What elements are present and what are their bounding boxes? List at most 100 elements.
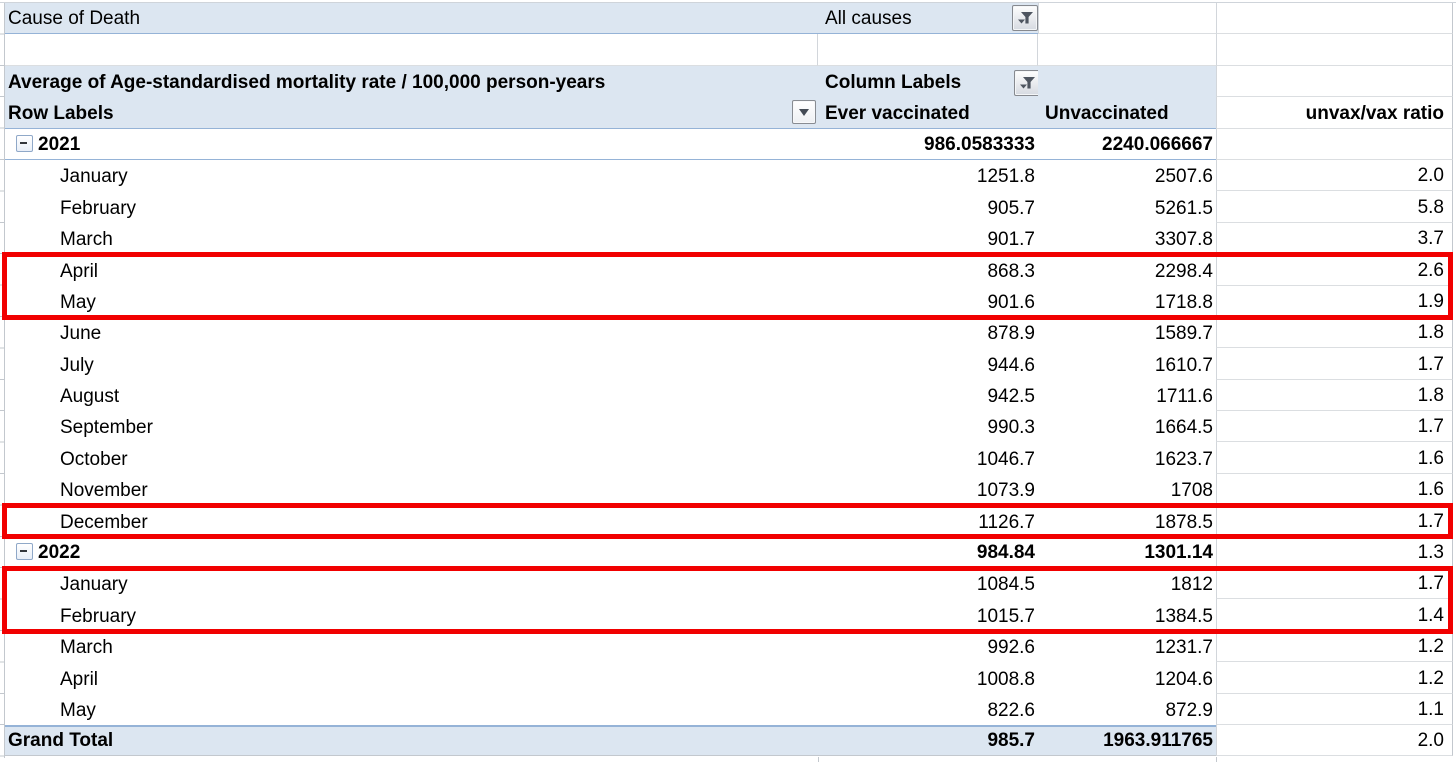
row-labels-header-cell[interactable]: Row Labels: [5, 97, 818, 129]
ratio-value-cell[interactable]: 1.2: [1216, 662, 1453, 694]
empty-cell[interactable]: [818, 34, 1038, 66]
column-labels-filter-button[interactable]: [1014, 69, 1038, 96]
filter-field-cell[interactable]: Cause of Death: [5, 3, 818, 35]
vax-value-cell[interactable]: 905.7: [987, 197, 1035, 219]
unvax-value-cell[interactable]: 1204.6: [1154, 668, 1213, 690]
ratio-value-cell[interactable]: 1.9: [1216, 285, 1453, 317]
ratio-value-cell[interactable]: 1.6: [1216, 442, 1453, 474]
row-label-cell[interactable]: January: [5, 568, 818, 599]
row-label-cell[interactable]: February: [5, 191, 818, 222]
ratio-value-cell[interactable]: 1.8: [1216, 316, 1453, 349]
row-label-cell[interactable]: February: [5, 599, 818, 630]
vax-value-cell[interactable]: 984.84: [818, 537, 1038, 569]
row-label-cell[interactable]: March: [5, 223, 818, 254]
row-label-cell[interactable]: January: [5, 160, 818, 191]
ratio-value-cell[interactable]: 2.0: [1216, 159, 1453, 192]
unvax-value-cell[interactable]: 1718.8: [1154, 291, 1213, 313]
unvax-value-cell[interactable]: 1812: [1170, 574, 1213, 596]
vax-value-cell[interactable]: 1015.7: [976, 605, 1035, 627]
ratio-value-cell[interactable]: 1.4: [1216, 599, 1453, 631]
vax-value-cell[interactable]: 868.3: [987, 260, 1035, 282]
row-label-cell[interactable]: September: [5, 411, 818, 442]
unvax-value-cell[interactable]: 2507.6: [1154, 166, 1213, 188]
ratio-value-cell[interactable]: 1.8: [1216, 379, 1453, 412]
unvax-value-cell[interactable]: 1623.7: [1154, 448, 1213, 470]
column-labels-cell[interactable]: Column Labels: [818, 65, 1038, 98]
ratio-value-cell[interactable]: [1216, 128, 1453, 160]
ratio-value-cell[interactable]: 1.6: [1216, 473, 1453, 506]
row-label-cell[interactable]: June: [5, 317, 818, 348]
unvax-value-cell[interactable]: 1708: [1170, 480, 1213, 502]
ratio-value-cell[interactable]: 1.7: [1216, 505, 1453, 537]
empty-cell[interactable]: [1216, 34, 1453, 66]
vax-value-cell[interactable]: 901.7: [987, 229, 1035, 251]
unvax-value-cell[interactable]: 2240.066667: [1038, 129, 1216, 160]
collapse-button[interactable]: [16, 543, 33, 561]
row-labels-dropdown-button[interactable]: [792, 100, 816, 125]
unvax-value-cell[interactable]: 1589.7: [1154, 323, 1213, 345]
row-label-cell[interactable]: May: [5, 694, 818, 725]
row-label-cell[interactable]: November: [5, 474, 818, 505]
vax-value-cell[interactable]: 901.6: [987, 291, 1035, 313]
ratio-value-cell[interactable]: 1.1: [1216, 693, 1453, 725]
row-label-cell[interactable]: April: [5, 254, 818, 285]
row-label-cell[interactable]: October: [5, 442, 818, 473]
empty-cell[interactable]: [5, 34, 818, 66]
unvax-value-cell[interactable]: 1384.5: [1154, 605, 1213, 627]
ratio-value-cell[interactable]: 2.6: [1216, 254, 1453, 286]
ever-vaccinated-header-cell[interactable]: Ever vaccinated: [818, 97, 1038, 129]
vax-value-cell[interactable]: 942.5: [987, 386, 1035, 408]
unvaccinated-header-cell[interactable]: Unvaccinated: [1038, 97, 1216, 129]
ratio-header-cell[interactable]: unvax/vax ratio: [1216, 97, 1453, 129]
row-label-cell[interactable]: July: [5, 348, 818, 379]
ratio-value-cell[interactable]: 1.7: [1216, 348, 1453, 380]
empty-cell[interactable]: [1216, 65, 1453, 98]
row-label-cell[interactable]: 2021: [5, 129, 818, 160]
unvax-value-cell[interactable]: 5261.5: [1154, 197, 1213, 219]
ratio-value-cell[interactable]: 1.7: [1216, 568, 1453, 600]
unvax-value-cell[interactable]: 1610.7: [1154, 354, 1213, 376]
vax-value-cell[interactable]: 990.3: [987, 417, 1035, 439]
unvax-value-cell[interactable]: 1878.5: [1154, 511, 1213, 533]
ratio-value-cell[interactable]: 3.7: [1216, 222, 1453, 255]
empty-cell[interactable]: [1038, 3, 1216, 35]
empty-cell[interactable]: [1038, 65, 1216, 98]
empty-cell[interactable]: [1038, 34, 1216, 66]
vax-value-cell[interactable]: 985.7: [818, 724, 1038, 757]
row-label-cell[interactable]: December: [5, 505, 818, 536]
unvax-value-cell[interactable]: 1711.6: [1156, 386, 1213, 408]
unvax-value-cell[interactable]: 3307.8: [1154, 229, 1213, 251]
vax-value-cell[interactable]: 1046.7: [976, 448, 1035, 470]
row-label-cell[interactable]: August: [5, 380, 818, 411]
row-label-cell[interactable]: April: [5, 662, 818, 693]
vax-value-cell[interactable]: 822.6: [987, 699, 1035, 721]
vax-value-cell[interactable]: 1073.9: [976, 480, 1035, 502]
unvax-value-cell[interactable]: 1963.911765: [1038, 724, 1216, 757]
vax-value-cell[interactable]: 878.9: [987, 323, 1035, 345]
unvax-value-cell[interactable]: 1231.7: [1154, 637, 1213, 659]
row-label-cell[interactable]: Grand Total: [5, 724, 818, 757]
unvax-value-cell[interactable]: 872.9: [1165, 699, 1213, 721]
vax-value-cell[interactable]: 1251.8: [976, 166, 1035, 188]
vax-value-cell[interactable]: 986.0583333: [818, 129, 1038, 160]
vax-value-cell[interactable]: 1008.8: [976, 668, 1035, 690]
vax-value-cell[interactable]: 944.6: [987, 354, 1035, 376]
ratio-value-cell[interactable]: 1.2: [1216, 630, 1453, 663]
ratio-value-cell[interactable]: 5.8: [1216, 191, 1453, 223]
row-label-cell[interactable]: 2022: [5, 537, 818, 569]
filter-value-cell[interactable]: All causes: [818, 3, 1038, 35]
unvax-value-cell[interactable]: 2298.4: [1154, 260, 1213, 282]
row-label-cell[interactable]: May: [5, 286, 818, 317]
vax-value-cell[interactable]: 1084.5: [976, 574, 1035, 596]
row-label-cell[interactable]: March: [5, 631, 818, 662]
pivot-title-cell[interactable]: Average of Age-standardised mortality ra…: [5, 65, 818, 98]
cause-of-death-filter-button[interactable]: [1012, 5, 1038, 31]
ratio-value-cell[interactable]: 1.3: [1216, 536, 1453, 569]
unvax-value-cell[interactable]: 1664.5: [1154, 417, 1213, 439]
vax-value-cell[interactable]: 1126.7: [978, 511, 1035, 533]
vax-value-cell[interactable]: 992.6: [987, 637, 1035, 659]
ratio-value-cell[interactable]: 2.0: [1216, 724, 1453, 757]
empty-cell[interactable]: [1216, 3, 1453, 35]
collapse-button[interactable]: [16, 134, 33, 152]
unvax-value-cell[interactable]: 1301.14: [1038, 537, 1216, 569]
